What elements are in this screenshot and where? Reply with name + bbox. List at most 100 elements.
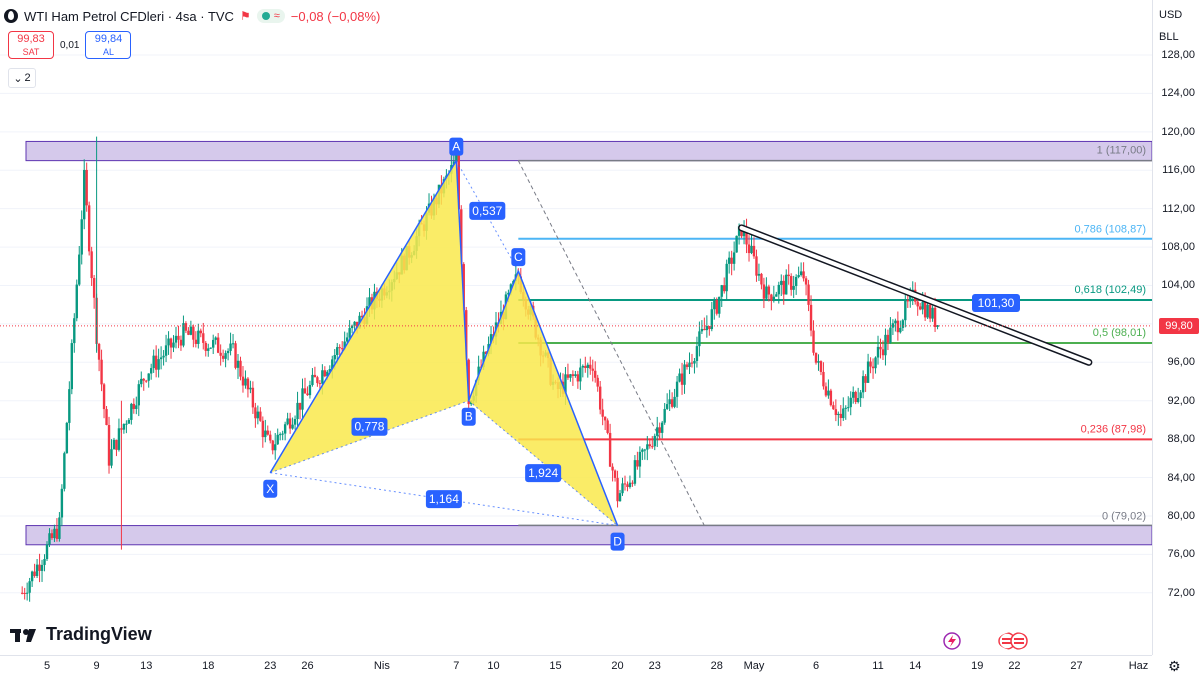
candle-body: [613, 470, 617, 478]
candle-body: [683, 364, 686, 385]
candle-body: [876, 346, 880, 358]
ratio-label-bg: [425, 490, 462, 509]
time-scale[interactable]: 5 9 13 18 23 26 Nis 7 10 15 20 23 28 May 6 11 14 19 22 27 Ha…: [0, 655, 1152, 678]
pattern-point-a-bg: [449, 137, 464, 156]
candle-body: [107, 425, 111, 466]
candle-body: [576, 374, 580, 382]
candle-body: [586, 364, 589, 368]
candle-body: [626, 484, 629, 488]
candle-body: [261, 420, 265, 438]
candle-body: [889, 327, 892, 343]
candle-body: [87, 205, 91, 252]
lightning-event-icon[interactable]: [943, 632, 961, 650]
candle-body: [234, 343, 237, 368]
candle-body: [603, 416, 607, 421]
indicators-toggle-button[interactable]: ⌄ 2: [8, 68, 36, 88]
candle-body: [785, 274, 788, 295]
price-change: −0,08 (−0,08%): [290, 8, 381, 24]
symbol-title[interactable]: WTI Ham Petrol CFDleri · 4sa · TVC: [24, 8, 234, 24]
candle-body: [767, 286, 771, 295]
candle-body: [589, 364, 592, 369]
time-tick-label: Haz: [1128, 660, 1149, 672]
candle-body: [596, 377, 599, 387]
tradingview-watermark[interactable]: TradingView: [10, 624, 152, 645]
ratio-label-text: 0,778: [354, 420, 384, 434]
candle-body: [137, 384, 140, 406]
candle-body: [713, 300, 716, 310]
trendline-price-label-bg: [972, 294, 1020, 312]
price-tick-label: 112,00: [1162, 202, 1195, 215]
sell-button[interactable]: 99,83 SAT: [8, 31, 54, 59]
candle-body: [308, 385, 312, 396]
flag-icon[interactable]: ⚑: [239, 9, 251, 23]
candle-body: [269, 434, 272, 441]
candle-body: [700, 328, 704, 332]
candle-body: [345, 337, 349, 342]
candle-body: [152, 355, 155, 369]
candle-body: [226, 350, 230, 354]
market-open-dot-icon: [261, 12, 270, 20]
candle-body: [63, 453, 66, 489]
candle-body: [184, 323, 188, 331]
last-price-tag: 99,80: [1159, 317, 1199, 334]
candle-body: [507, 292, 510, 295]
time-tick-label: 19: [971, 660, 984, 672]
ratio-label: 1,164: [425, 490, 462, 509]
candle-body: [775, 294, 778, 297]
candle-body: [149, 368, 153, 374]
candle-body: [789, 276, 793, 290]
time-tick-label: 9: [93, 660, 100, 672]
candle-body: [112, 439, 116, 450]
candle-body: [636, 460, 639, 467]
candle-body: [204, 342, 207, 351]
candle-body: [906, 300, 909, 302]
candle-body: [348, 328, 351, 338]
candle-body: [854, 391, 857, 402]
candle-body: [323, 370, 327, 377]
candle-body: [727, 257, 731, 264]
candle-body: [566, 374, 570, 378]
chart-canvas[interactable]: X A B C D 0,778 0,537 1,924 1,164 101,30 1 (117,00…: [0, 0, 1152, 655]
candle-body: [316, 377, 319, 384]
candle-body: [100, 359, 103, 385]
candle-body: [723, 285, 726, 292]
candle-body: [311, 374, 314, 386]
candle-body: [162, 355, 165, 358]
candle-body: [715, 300, 718, 314]
candle-body: [60, 488, 64, 518]
time-tick-label: 23: [648, 660, 661, 672]
candle-body: [918, 306, 922, 310]
candle-body: [460, 209, 463, 265]
candle-body: [55, 528, 59, 539]
candle-body: [45, 544, 49, 560]
candle-body: [765, 286, 768, 299]
us-flag-events-icon[interactable]: [998, 632, 1030, 650]
candle-body: [457, 154, 460, 210]
buy-button[interactable]: 99,84 AL: [85, 31, 132, 59]
candle-body: [695, 346, 699, 361]
chart-area[interactable]: X A B C D 0,778 0,537 1,924 1,164 101,30 1 (117,00…: [0, 0, 1152, 655]
candle-body: [115, 439, 118, 450]
currency-selector[interactable]: USD: [1159, 9, 1183, 21]
candle-body: [688, 362, 691, 368]
time-tick-label: 26: [301, 660, 314, 672]
candle-body: [350, 325, 354, 329]
candle-body: [842, 408, 845, 419]
candle-body: [216, 337, 220, 353]
gear-icon[interactable]: ⚙: [1168, 658, 1181, 674]
time-tick-label: 11: [872, 660, 884, 672]
candle-body: [239, 360, 242, 377]
market-status-pill[interactable]: ≈: [256, 9, 285, 23]
candle-body: [658, 427, 661, 433]
candle-body: [747, 244, 751, 254]
candle-body: [594, 370, 597, 378]
candle-body: [837, 413, 840, 416]
sell-label: SAT: [22, 47, 40, 57]
candle-body: [648, 444, 651, 447]
candle-body: [102, 384, 106, 410]
price-scale[interactable]: USD BLL 128,00 124,00 120,00 116,00 112,00 10…: [1152, 0, 1200, 655]
candle-body: [296, 402, 299, 420]
unit-selector[interactable]: BLL: [1159, 31, 1179, 43]
fib-level-label: 0 (79,02): [1102, 510, 1146, 522]
candle-body: [167, 338, 170, 346]
